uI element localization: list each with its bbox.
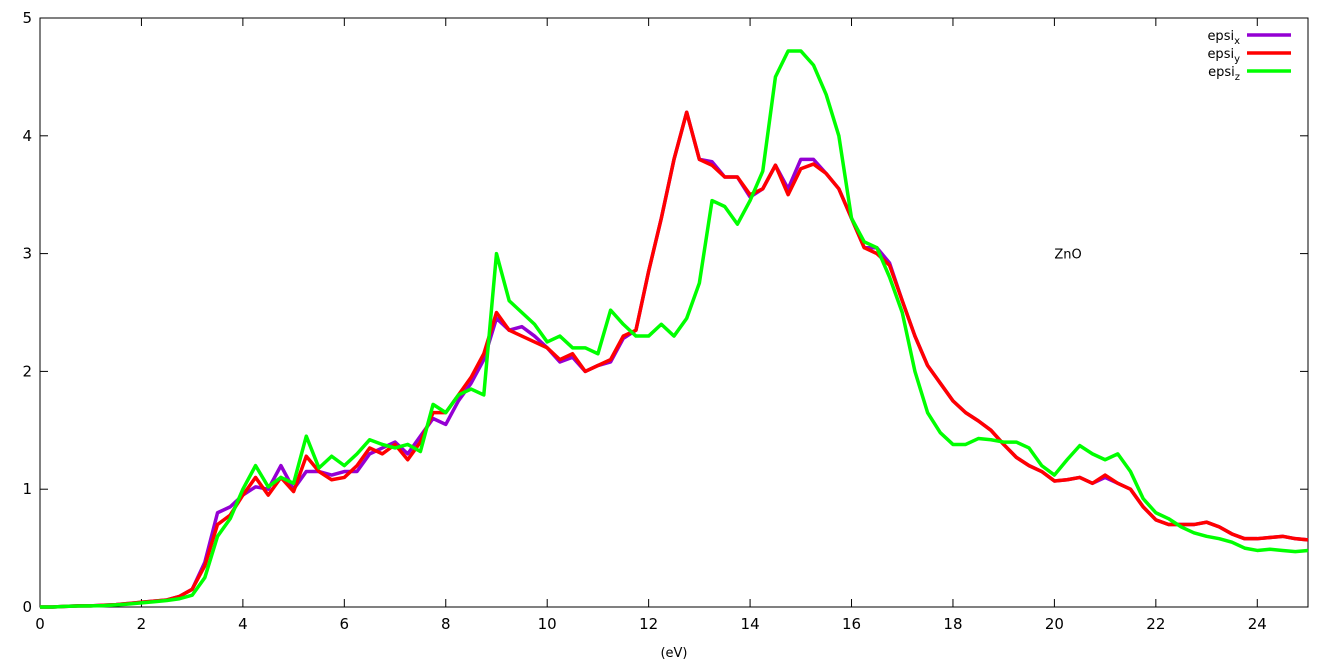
y-tick-label: 1 — [22, 480, 32, 498]
x-tick-label: 20 — [1045, 615, 1064, 633]
x-tick-label: 4 — [238, 615, 248, 633]
x-tick-label: 12 — [639, 615, 658, 633]
series-line — [40, 49, 1309, 609]
series-line — [40, 110, 1309, 609]
x-tick-label: 14 — [741, 615, 760, 633]
x-tick-label: 22 — [1146, 615, 1165, 633]
legend-label: epsix — [1207, 29, 1240, 47]
x-tick-label: 18 — [943, 615, 962, 633]
y-tick-label: 2 — [22, 362, 32, 380]
y-tick-label: 4 — [22, 127, 32, 145]
series-line — [40, 110, 1309, 609]
y-tick-label: 0 — [22, 598, 32, 616]
annotation: ZnO — [1054, 248, 1081, 263]
y-tick-label: 3 — [22, 245, 32, 263]
x-axis-label: (eV) — [660, 646, 687, 661]
x-tick-label: 8 — [441, 615, 451, 633]
x-tick-label: 2 — [137, 615, 147, 633]
x-tick-label: 0 — [35, 615, 45, 633]
x-tick-label: 24 — [1248, 615, 1267, 633]
x-tick-label: 6 — [340, 615, 350, 633]
legend-label: epsiz — [1208, 65, 1240, 83]
y-tick-label: 5 — [22, 9, 32, 27]
legend-label: epsiy — [1207, 47, 1240, 65]
x-tick-label: 10 — [538, 615, 557, 633]
plot-frame — [39, 17, 1309, 608]
x-tick-label: 16 — [842, 615, 861, 633]
